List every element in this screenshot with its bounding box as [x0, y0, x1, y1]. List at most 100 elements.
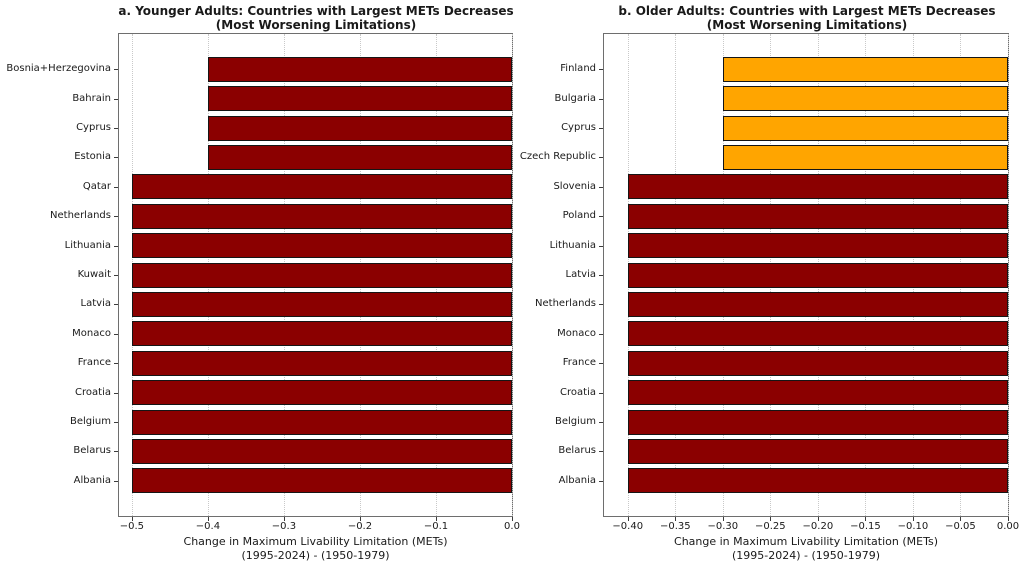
bar-a-latvia: [131, 291, 512, 317]
chart-a-title-line2: (Most Worsening Limitations): [215, 18, 417, 32]
y-label-a-bosnia-herzegovina: Bosnia+Herzegovina: [6, 63, 111, 75]
y-label-a-lithuania: Lithuania: [64, 239, 111, 251]
bar-b-cyprus: [722, 115, 1008, 141]
x-tick-b-5: [865, 517, 867, 521]
chart-a-title: a. Younger Adults: Countries with Larges…: [101, 4, 531, 32]
chart-b-title-line2: (Most Worsening Limitations): [706, 18, 908, 32]
bar-a-belgium: [131, 409, 512, 435]
bar-a-bosnia-herzegovina: [207, 56, 512, 82]
x-tick-label-b-5: −0.15: [850, 521, 881, 532]
chart-a-plot-area: [118, 33, 513, 517]
y-label-b-lithuania: Lithuania: [549, 239, 596, 251]
x-tick-label-b-1: −0.35: [659, 521, 691, 532]
bar-b-poland: [627, 203, 1008, 229]
y-tick-b-5: [599, 216, 603, 218]
bar-a-lithuania: [131, 233, 512, 259]
x-tick-b-2: [722, 517, 724, 521]
x-tick-label-a-1: −0.4: [195, 521, 221, 532]
bar-b-france: [627, 350, 1008, 376]
y-tick-a-11: [114, 392, 118, 394]
bar-b-slovenia: [627, 174, 1008, 200]
bar-a-belarus: [131, 438, 512, 464]
x-tick-label-a-4: −0.1: [423, 521, 449, 532]
bar-b-czech-republic: [722, 144, 1008, 170]
bar-a-cyprus: [207, 115, 512, 141]
x-tick-label-b-0: −0.40: [612, 521, 644, 532]
x-tick-label-b-7: −0.05: [945, 521, 976, 532]
y-label-a-cyprus: Cyprus: [76, 122, 111, 133]
y-label-a-france: France: [77, 357, 111, 369]
y-tick-a-8: [114, 304, 118, 306]
gridline-a-5: [512, 34, 513, 516]
y-tick-a-0: [114, 69, 118, 71]
bar-b-belgium: [627, 409, 1008, 435]
x-tick-label-b-2: −0.30: [707, 521, 739, 532]
y-label-a-kuwait: Kuwait: [77, 269, 111, 280]
x-tick-b-7: [960, 517, 962, 521]
y-label-a-bahrain: Bahrain: [72, 92, 111, 104]
bar-a-netherlands: [131, 203, 512, 229]
bar-b-belarus: [627, 438, 1008, 464]
chart-b-plot-area: [603, 33, 1009, 517]
bar-b-monaco: [627, 321, 1008, 347]
bar-a-qatar: [131, 174, 512, 200]
x-tick-label-b-4: −0.20: [802, 521, 834, 532]
bar-a-monaco: [131, 321, 512, 347]
y-tick-b-10: [599, 363, 603, 365]
y-tick-b-9: [599, 333, 603, 335]
y-tick-a-3: [114, 157, 118, 159]
x-tick-label-b-8: 0.00: [996, 521, 1020, 532]
y-tick-a-10: [114, 363, 118, 365]
y-tick-a-4: [114, 186, 118, 188]
x-tick-a-5: [512, 517, 513, 521]
x-tick-label-a-3: −0.2: [347, 521, 373, 532]
y-tick-b-4: [599, 186, 603, 188]
y-label-b-croatia: Croatia: [560, 386, 596, 398]
x-tick-label-b-6: −0.10: [897, 521, 929, 532]
bar-b-bulgaria: [722, 86, 1008, 112]
y-tick-a-6: [114, 245, 118, 247]
chart-a-xaxis-label-line1: Change in Maximum Livability Limitation …: [183, 535, 448, 548]
y-tick-b-7: [599, 275, 603, 276]
y-tick-b-11: [599, 392, 603, 394]
y-label-a-latvia: Latvia: [80, 298, 111, 310]
y-label-b-monaco: Monaco: [557, 327, 596, 339]
x-tick-b-3: [770, 517, 772, 521]
y-label-b-albania: Albania: [558, 474, 596, 486]
bar-b-croatia: [627, 380, 1008, 406]
x-tick-a-1: [207, 517, 209, 521]
bar-b-netherlands: [627, 291, 1008, 317]
bar-a-france: [131, 350, 512, 376]
y-tick-b-14: [599, 480, 603, 482]
y-label-a-netherlands: Netherlands: [50, 210, 111, 222]
bar-b-lithuania: [627, 233, 1008, 259]
y-label-b-poland: Poland: [562, 210, 596, 222]
y-tick-b-2: [599, 128, 603, 129]
x-tick-a-0: [131, 517, 133, 521]
bar-a-kuwait: [131, 262, 512, 288]
y-tick-a-2: [114, 128, 118, 129]
y-label-b-latvia: Latvia: [565, 269, 596, 280]
y-label-a-belgium: Belgium: [70, 416, 111, 427]
y-tick-b-12: [599, 422, 603, 423]
x-tick-label-a-2: −0.3: [271, 521, 297, 532]
y-label-b-netherlands: Netherlands: [535, 298, 596, 310]
y-tick-b-8: [599, 304, 603, 306]
y-label-a-belarus: Belarus: [73, 445, 111, 457]
y-label-a-croatia: Croatia: [75, 386, 111, 398]
y-label-a-qatar: Qatar: [82, 180, 111, 192]
y-label-b-bulgaria: Bulgaria: [554, 92, 596, 104]
y-tick-a-12: [114, 422, 118, 423]
y-tick-b-1: [599, 98, 603, 100]
y-label-a-estonia: Estonia: [74, 151, 111, 163]
y-label-b-slovenia: Slovenia: [553, 180, 596, 192]
bar-b-albania: [627, 468, 1008, 494]
bar-a-estonia: [207, 144, 512, 170]
chart-b-xaxis-label-line2: (1995-2024) - (1950-1979): [731, 549, 881, 562]
chart-a-title-line1: a. Younger Adults: Countries with Larges…: [118, 4, 514, 18]
x-tick-label-a-5: 0.0: [504, 521, 520, 532]
x-tick-a-4: [435, 517, 437, 521]
x-tick-label-b-3: −0.25: [755, 521, 786, 532]
gridline-b-8: [1008, 34, 1009, 516]
